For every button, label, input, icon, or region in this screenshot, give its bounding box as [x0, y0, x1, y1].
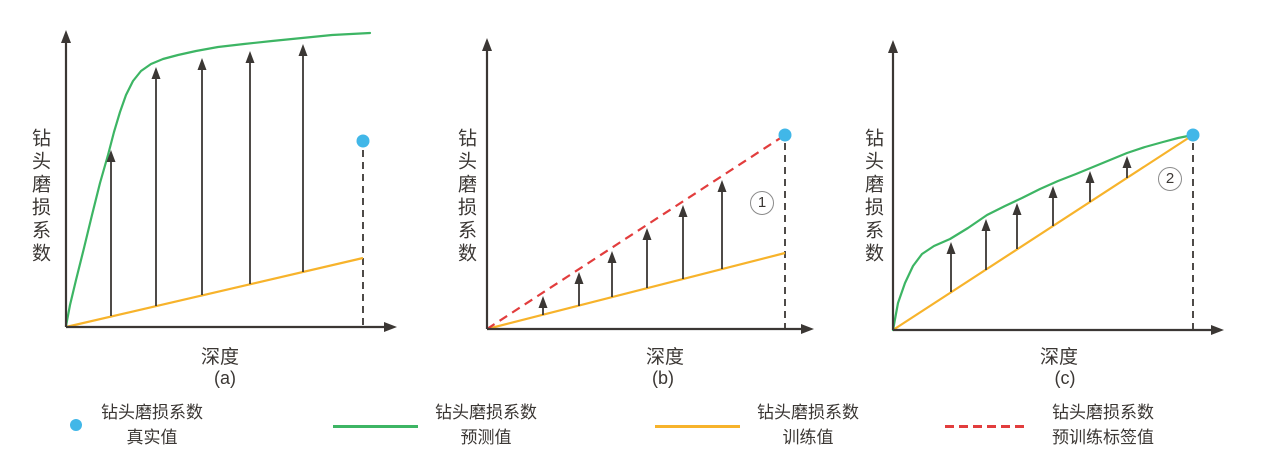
pretrain-dashed-line-icon	[945, 425, 1025, 428]
panel-b-x-axis-label: 深度	[645, 347, 684, 368]
panel-b-y-axis-label: 钻头磨损系数	[455, 128, 476, 266]
panel-c-caption: (c)	[1054, 368, 1076, 388]
plot-c-canvas	[888, 40, 1224, 335]
legend-label-line2: 预测值	[460, 428, 512, 447]
panel-b-caption: (b)	[652, 368, 674, 388]
panel-c-x-axis-label: 深度	[1039, 347, 1078, 368]
legend-label: 钻头磨损系数 预训练标签值	[1028, 400, 1178, 450]
panel-a-y-axis-label: 钻头磨损系数	[29, 128, 50, 266]
panel-c-y-axis-label: 钻头磨损系数	[862, 128, 883, 266]
legend-label-line1: 钻头磨损系数	[101, 403, 203, 422]
legend-label: 钻头磨损系数 真实值	[92, 400, 212, 450]
panel-a-x-axis-label: 深度	[200, 347, 239, 368]
panel-a: 钻头磨损系数 深度 (a)	[0, 0, 430, 400]
legend-label-line2: 训练值	[782, 428, 834, 447]
legend-label: 钻头磨损系数 预测值	[426, 400, 546, 450]
circled-2-annotation: 2	[1158, 167, 1182, 191]
training-line-icon	[655, 425, 740, 428]
legend-label-line2: 预训练标签值	[1052, 428, 1154, 447]
legend-label-line1: 钻头磨损系数	[1052, 403, 1154, 422]
panel-b: 钻头磨损系数 深度 (b) 1	[430, 0, 850, 400]
plot-b-canvas	[482, 38, 814, 334]
legend-label-line1: 钻头磨损系数	[757, 403, 859, 422]
legend-label-line1: 钻头磨损系数	[435, 403, 537, 422]
legend-label-line2: 真实值	[126, 428, 178, 447]
true-value-dot-icon	[70, 419, 82, 431]
panel-a-caption: (a)	[214, 368, 236, 388]
legend-label: 钻头磨损系数 训练值	[748, 400, 868, 450]
circled-1-annotation: 1	[750, 191, 774, 215]
predicted-line-icon	[333, 425, 418, 428]
legend: 钻头磨损系数 真实值 钻头磨损系数 预测值 钻头磨损系数 训练值 钻头磨损系数 …	[0, 398, 1267, 470]
plot-a-canvas	[61, 30, 397, 332]
panel-c: 钻头磨损系数 深度 (c) 2	[850, 0, 1267, 400]
